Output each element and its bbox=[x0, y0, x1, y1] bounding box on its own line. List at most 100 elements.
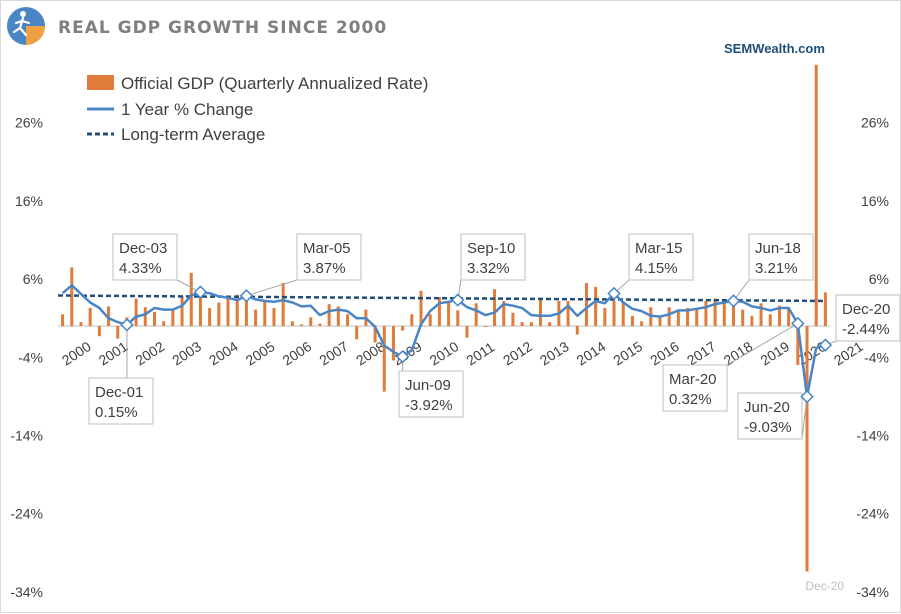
average-line bbox=[57, 294, 826, 303]
gdp-bar bbox=[226, 297, 230, 326]
gdp-bar bbox=[134, 298, 138, 326]
gdp-bar bbox=[346, 314, 349, 326]
gdp-bar bbox=[272, 308, 276, 326]
callout-marker bbox=[791, 316, 805, 331]
gdp-bar bbox=[447, 302, 451, 326]
callout-value: -3.92% bbox=[405, 397, 453, 414]
callout-marker bbox=[395, 349, 410, 364]
x-tick-label: 2010 bbox=[427, 338, 462, 368]
callout-date: Mar-15 bbox=[635, 240, 683, 257]
y-tick-label-right: -4% bbox=[864, 349, 889, 365]
running-figure-logo-icon bbox=[7, 7, 45, 45]
callout-marker bbox=[451, 293, 465, 307]
gdp-bar bbox=[189, 272, 193, 326]
gdp-bar bbox=[658, 316, 662, 326]
gdp-bar bbox=[493, 289, 497, 326]
gdp-bar bbox=[787, 307, 791, 326]
gdp-bar bbox=[584, 282, 588, 326]
x-tick-label: 2004 bbox=[206, 338, 241, 368]
x-tick-label: 2019 bbox=[757, 338, 792, 368]
y-tick-label-right: -34% bbox=[856, 584, 889, 600]
x-tick-label: 2017 bbox=[684, 338, 719, 368]
gdp-bar bbox=[594, 286, 598, 326]
callout-leader bbox=[801, 396, 808, 440]
bar-series: Dec-20 bbox=[61, 64, 844, 593]
callout-marker bbox=[800, 389, 814, 404]
x-tick-label: 2005 bbox=[243, 338, 278, 368]
gdp-bar bbox=[750, 315, 754, 326]
gdp-bar bbox=[143, 307, 147, 326]
chart-title: REAL GDP GROWTH SINCE 2000 bbox=[58, 18, 387, 38]
axes: 26% 26% 16% 16% 6% 6% -4% -4% -14% -14% -24% -24% -3… bbox=[10, 115, 889, 600]
gdp-bar bbox=[667, 307, 671, 326]
gdp-bar bbox=[382, 326, 386, 392]
gdp-bar bbox=[373, 326, 377, 343]
gdp-bar bbox=[355, 326, 359, 340]
callout-marker bbox=[607, 286, 621, 301]
x-tick-label: 2014 bbox=[574, 338, 609, 368]
callout-date: Sep-10 bbox=[467, 240, 515, 257]
gdp-bar bbox=[88, 308, 92, 326]
gdp-bar bbox=[474, 303, 478, 326]
y-tick-label-right: -14% bbox=[856, 427, 889, 443]
y-tick-label-left: -34% bbox=[10, 584, 43, 600]
y-tick-label-right: 6% bbox=[869, 271, 889, 287]
gdp-bar bbox=[676, 310, 680, 326]
x-tick-label: 2012 bbox=[500, 338, 535, 368]
gdp-bar bbox=[391, 326, 395, 361]
x-tick-label: 2021 bbox=[831, 338, 866, 368]
gdp-bar bbox=[529, 322, 533, 326]
legend-item-average: Long-term Average bbox=[121, 125, 265, 144]
callout-date: Dec-01 bbox=[95, 384, 143, 401]
callout-marker bbox=[726, 294, 741, 308]
gdp-bar bbox=[520, 322, 524, 326]
gdp-bar bbox=[695, 308, 699, 326]
gdp-bar bbox=[318, 323, 322, 326]
gdp-bar bbox=[419, 290, 423, 326]
gdp-bar bbox=[575, 326, 579, 335]
y-tick-label-right: 26% bbox=[861, 115, 889, 131]
callout-date: Mar-05 bbox=[303, 240, 351, 257]
callouts: Dec-01 0.15% Dec-03 4.33% Mar-05 3.87% Jun-09 -… bbox=[88, 233, 901, 440]
callout-value: 0.15% bbox=[95, 404, 138, 421]
x-tick-label: 2013 bbox=[537, 338, 572, 368]
gdp-bar bbox=[217, 302, 221, 326]
gdp-bar bbox=[713, 298, 717, 326]
callout-box bbox=[460, 233, 526, 281]
gdp-bar bbox=[502, 300, 506, 326]
callout-value: 3.87% bbox=[303, 260, 346, 277]
gdp-bar bbox=[483, 326, 487, 327]
callout-marker bbox=[120, 318, 134, 332]
y-tick-label-left: -24% bbox=[10, 506, 43, 522]
x-tick-label: 2011 bbox=[463, 339, 497, 369]
y-tick-label-left: 26% bbox=[15, 115, 43, 131]
average-series bbox=[57, 294, 826, 303]
legend-item-line: 1 Year % Change bbox=[121, 100, 253, 119]
gdp-bar bbox=[823, 292, 827, 326]
gdp-bar bbox=[281, 282, 285, 326]
gdp-bar bbox=[97, 326, 101, 337]
gdp-bar bbox=[768, 314, 772, 326]
callout-box bbox=[112, 233, 178, 281]
callout-date: Mar-20 bbox=[669, 371, 717, 388]
y-tick-label-left: 16% bbox=[15, 193, 43, 209]
callout-value: 4.15% bbox=[635, 260, 678, 277]
gdp-bar bbox=[759, 303, 763, 326]
gdp-bar bbox=[777, 305, 781, 326]
callout-value: -9.03% bbox=[744, 419, 792, 436]
callout-box bbox=[296, 233, 362, 281]
gdp-bar bbox=[704, 300, 708, 326]
gdp-bar bbox=[511, 312, 515, 326]
y-tick-label-left: -4% bbox=[18, 349, 43, 365]
callout-box bbox=[398, 370, 464, 418]
x-tick-label: 2002 bbox=[132, 338, 167, 368]
gdp-bar bbox=[612, 300, 616, 326]
callout-box bbox=[628, 233, 694, 281]
callout-marker bbox=[193, 285, 208, 299]
gdp-bar bbox=[107, 306, 111, 326]
x-tick-label: 2018 bbox=[721, 338, 756, 368]
callout-box bbox=[737, 392, 803, 440]
gdp-bar bbox=[465, 326, 469, 338]
gdp-bar bbox=[732, 304, 735, 326]
